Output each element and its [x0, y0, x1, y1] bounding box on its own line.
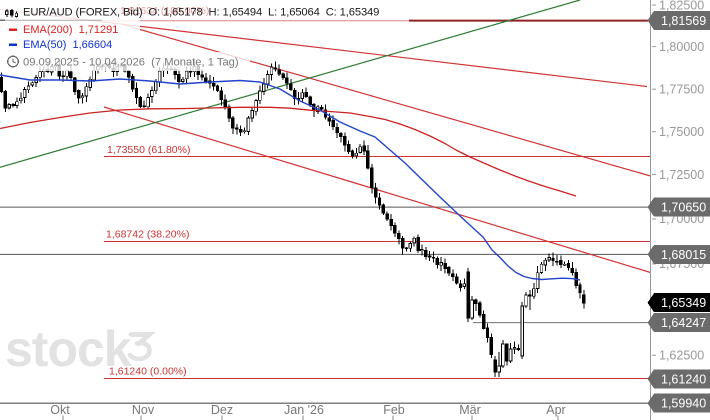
svg-text:Mär: Mär: [459, 403, 481, 417]
svg-text:1,64247: 1,64247: [661, 316, 706, 330]
svg-text:1,81569: 1,81569: [661, 14, 706, 28]
svg-text:Feb: Feb: [383, 403, 405, 417]
svg-text:EMA(50) 1,66604: EMA(50) 1,66604: [23, 39, 112, 51]
svg-text:Dez: Dez: [211, 403, 233, 417]
svg-text:1,70650: 1,70650: [661, 201, 706, 215]
svg-text:09.09.2025 - 10.04.2026 (7 Mo: 09.09.2025 - 10.04.2026 (7 Monate, 1 Tag…: [23, 57, 239, 69]
svg-text:1,73550 (61.80%): 1,73550 (61.80%): [107, 144, 190, 156]
svg-text:Okt: Okt: [50, 403, 70, 417]
svg-text:stock: stock: [5, 321, 132, 377]
svg-text:1,75000: 1,75000: [659, 125, 704, 139]
svg-text:1,72500: 1,72500: [659, 168, 704, 182]
svg-text:EMA(200) 1,71291: EMA(200) 1,71291: [23, 24, 118, 36]
svg-text:1,81634 (100,00%): 1,81634 (100,00%): [120, 5, 209, 17]
svg-text:Apr: Apr: [546, 403, 565, 417]
svg-text:1,82500: 1,82500: [659, 0, 704, 12]
svg-text:1,68742 (38.20%): 1,68742 (38.20%): [106, 229, 189, 241]
svg-text:1,59940: 1,59940: [661, 397, 706, 411]
svg-text:Nov: Nov: [132, 403, 155, 417]
svg-text:1,61240: 1,61240: [661, 372, 706, 386]
svg-text:1,65349: 1,65349: [661, 296, 706, 310]
svg-text:1,62500: 1,62500: [659, 349, 704, 363]
svg-text:Jan '26: Jan '26: [284, 403, 324, 417]
svg-text:1,61240 (0.00%): 1,61240 (0.00%): [109, 366, 187, 378]
svg-text:1,80000: 1,80000: [659, 40, 704, 54]
svg-text:EUR/AUD (FOREX, Bid) O: 1,651: EUR/AUD (FOREX, Bid) O: 1,65178 H: 1,654…: [23, 7, 379, 19]
svg-text:1,77500: 1,77500: [659, 83, 704, 97]
svg-text:1,68015: 1,68015: [661, 248, 706, 262]
